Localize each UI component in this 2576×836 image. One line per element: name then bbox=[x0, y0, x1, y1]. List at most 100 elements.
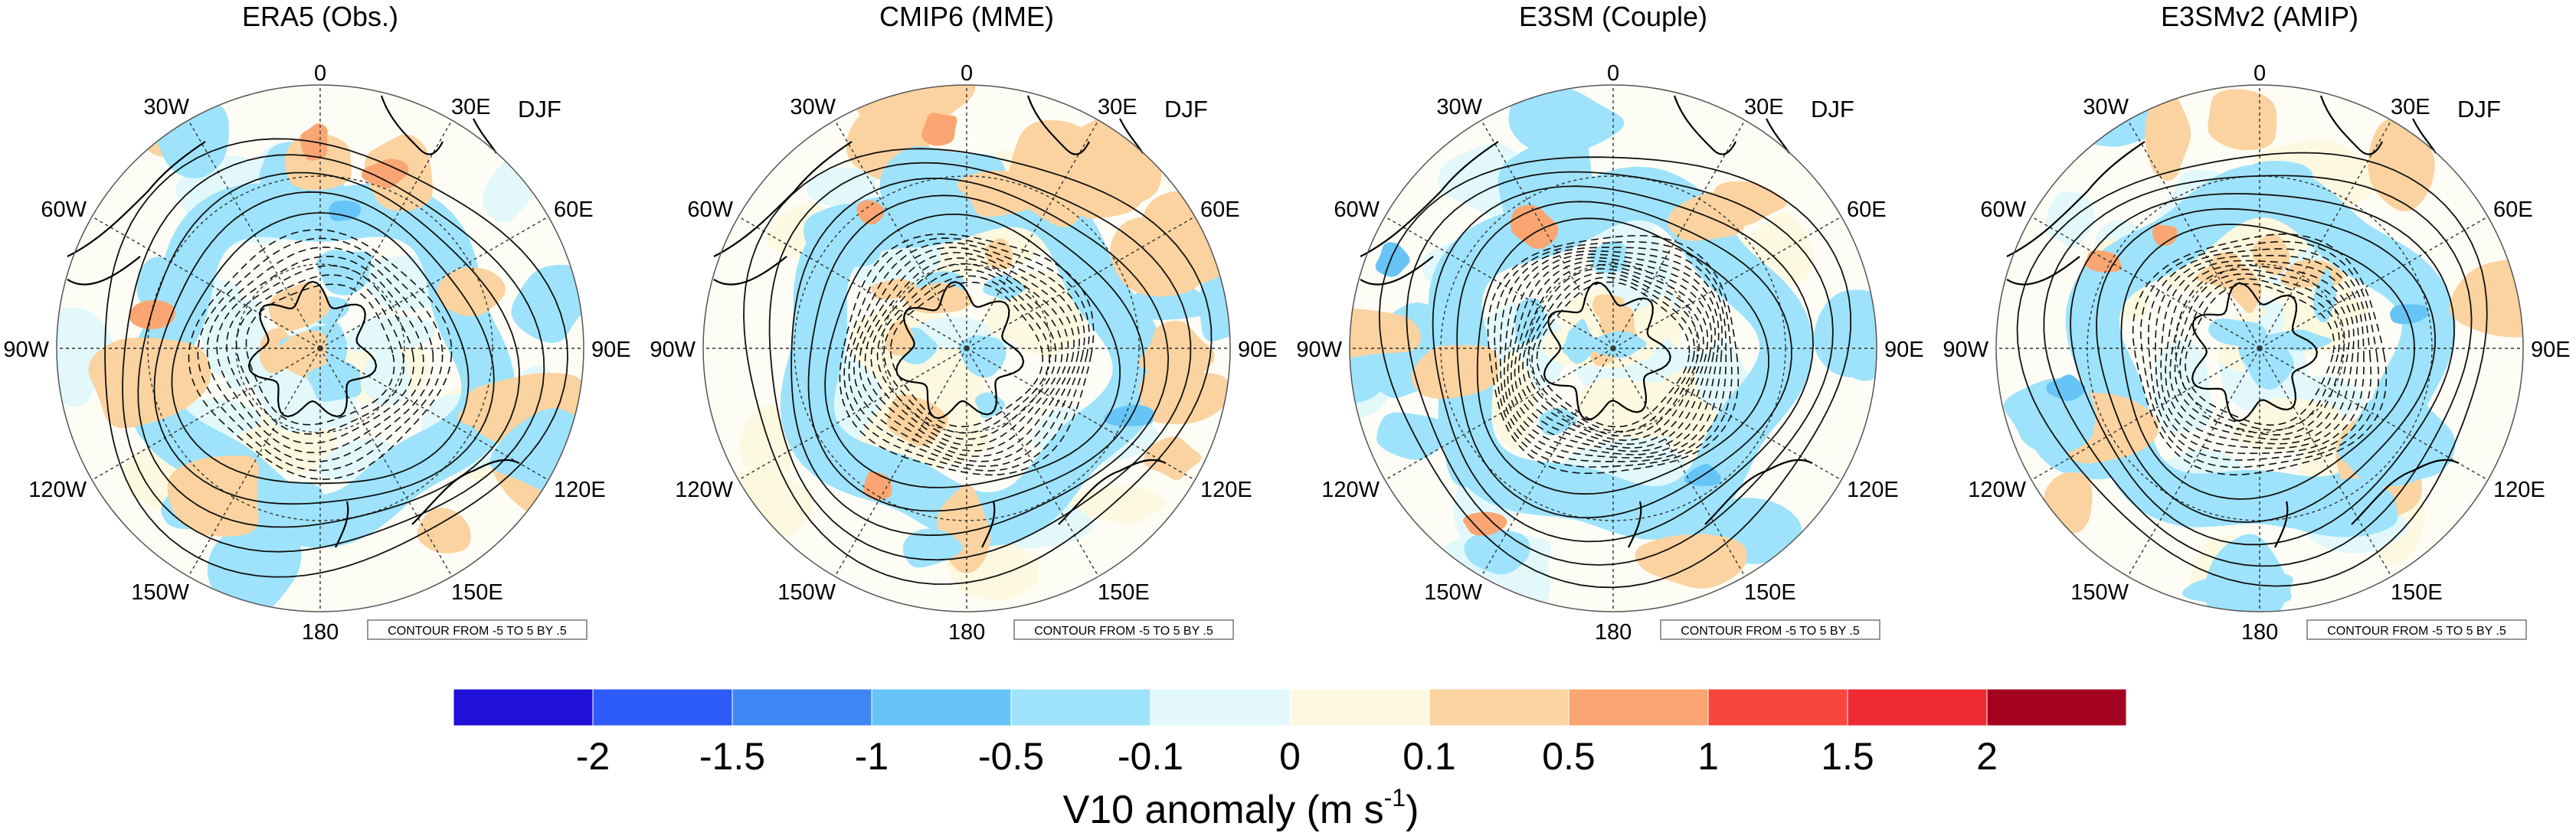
season-label-4: DJF bbox=[2457, 96, 2501, 122]
longitude-label: 30W bbox=[790, 95, 836, 119]
longitude-label: 120E bbox=[2493, 478, 2545, 502]
contour-note-text-2: CONTOUR FROM -5 TO 5 BY .5 bbox=[1034, 625, 1213, 638]
longitude-label: 0 bbox=[961, 61, 973, 86]
anomaly-patch bbox=[279, 330, 327, 378]
map-disc: 0 30E 60E 90E 120E 150E 180 150W 120W 90W 60W 30W bbox=[1296, 61, 1923, 645]
meridian-line bbox=[2259, 216, 2489, 349]
longitude-label: 120W bbox=[1321, 478, 1380, 502]
anomaly-patch bbox=[902, 528, 963, 568]
longitude-label: 30E bbox=[451, 95, 491, 119]
coastline bbox=[981, 501, 996, 548]
coastline bbox=[2351, 459, 2460, 525]
longitude-label: 180 bbox=[1595, 620, 1632, 645]
antarctica-outline bbox=[2191, 282, 2319, 422]
anomaly-patch bbox=[2252, 233, 2290, 276]
latitude-circle bbox=[882, 263, 1052, 433]
longitude-label: 30W bbox=[1436, 95, 1482, 119]
longitude-label: 120W bbox=[1968, 478, 2026, 502]
anomaly-patch bbox=[1138, 320, 1215, 378]
meridian-line bbox=[319, 216, 549, 349]
longitude-label: 60W bbox=[687, 198, 733, 222]
anomaly-patch bbox=[1464, 530, 1530, 575]
positive-contour bbox=[2120, 224, 2416, 500]
meridian-line bbox=[319, 348, 453, 577]
anomaly-patch bbox=[437, 267, 506, 316]
meridian-line bbox=[2031, 348, 2260, 481]
anomaly-patch bbox=[739, 404, 792, 478]
longitude-label: 120E bbox=[1200, 478, 1252, 502]
anomaly-patch bbox=[1068, 485, 1165, 524]
strong-anomaly-patch bbox=[856, 200, 885, 225]
contour-note-1: CONTOUR FROM -5 TO 5 BY .5 bbox=[367, 619, 588, 640]
meridian-line bbox=[188, 348, 321, 577]
longitude-label: 60W bbox=[1980, 198, 2026, 222]
negative-contour bbox=[2132, 233, 2388, 476]
meridian-line bbox=[319, 348, 549, 481]
longitude-label: 90E bbox=[1884, 338, 1924, 362]
negative-contour bbox=[1487, 234, 1740, 475]
positive-contour bbox=[824, 213, 1121, 488]
anomaly-patch bbox=[957, 171, 1071, 217]
anomaly-patch bbox=[903, 282, 973, 314]
negative-contour bbox=[2165, 264, 2355, 445]
longitude-label: 150E bbox=[451, 580, 503, 605]
positive-contour bbox=[2043, 175, 2473, 567]
negative-contour bbox=[2147, 248, 2372, 461]
colorbar-tick-labels: -2 -1.5 -1 -0.5 -0.1 0 0.1 0.5 1 1.5 2 bbox=[576, 735, 1998, 778]
map-border bbox=[1995, 84, 2524, 612]
longitude-label: 30E bbox=[2391, 95, 2430, 119]
coastline bbox=[1360, 141, 1499, 257]
colorbar-box bbox=[732, 688, 872, 727]
meridian-line bbox=[1481, 119, 1614, 349]
colorbar-tick-label: -0.5 bbox=[978, 735, 1044, 778]
longitude-label: 60E bbox=[1200, 198, 1240, 222]
positive-contour bbox=[1406, 171, 1834, 566]
negative-contour bbox=[848, 242, 1085, 467]
longitude-label: 30W bbox=[143, 95, 189, 119]
strong-anomaly-patch bbox=[1463, 511, 1507, 536]
positive-contour bbox=[1432, 185, 1815, 543]
negative-contour bbox=[235, 274, 405, 435]
anomaly-patch bbox=[1411, 345, 1499, 399]
coastline bbox=[713, 256, 787, 286]
strong-anomaly-patch bbox=[2046, 374, 2087, 401]
longitude-label: 150W bbox=[777, 580, 836, 605]
negative-contour bbox=[1503, 250, 1723, 459]
longitude-label: 90W bbox=[3, 338, 49, 362]
negative-contour bbox=[1531, 276, 1695, 433]
negative-contour bbox=[859, 252, 1075, 457]
map-panel-1: ERA5 (Obs.) 0 30E 60E 90E 120E 150E 180 150W 120… bbox=[3, 1, 630, 645]
longitude-label: 180 bbox=[948, 620, 985, 645]
negative-contour bbox=[876, 269, 1057, 440]
positive-contour bbox=[2096, 207, 2437, 524]
positive-contour bbox=[104, 138, 569, 578]
negative-contour bbox=[1514, 260, 1713, 449]
anomaly-patch bbox=[167, 455, 260, 537]
colorbar: -2 -1.5 -1 -0.5 -0.1 0 0.1 0.5 1 1.5 2 V10 anomaly… bbox=[453, 688, 2127, 832]
panel-title-4: E3SMv2 (AMIP) bbox=[2161, 1, 2358, 32]
strong-anomaly-patch bbox=[2390, 304, 2430, 325]
anomaly-patch bbox=[1376, 412, 1448, 460]
colorbar-tick-label: 1 bbox=[1697, 735, 1719, 778]
coastline bbox=[335, 501, 349, 548]
strong-anomaly-patch bbox=[1375, 242, 1410, 277]
negative-contour bbox=[883, 275, 1050, 434]
map-panel-3: E3SM (Couple) 0 30E 60E 90E 120E 150E 180 150W 1… bbox=[1296, 1, 1923, 645]
anomaly-patch bbox=[1350, 308, 1421, 358]
colorbar-boxes bbox=[453, 688, 2127, 727]
coastline bbox=[1058, 459, 1167, 525]
colorbar-tick-label: -1.5 bbox=[699, 735, 765, 778]
colorbar-title-suffix: ) bbox=[1406, 788, 1419, 832]
negative-contour bbox=[1507, 253, 1720, 456]
anomaly-patch bbox=[856, 85, 976, 145]
positive-contour bbox=[2016, 152, 2488, 587]
contours bbox=[2016, 152, 2488, 587]
coastline bbox=[1704, 459, 1813, 525]
longitude-label: 120E bbox=[554, 478, 606, 502]
longitude-label: 120W bbox=[675, 478, 733, 502]
negative-contour bbox=[870, 263, 1063, 446]
negative-contour bbox=[2139, 240, 2380, 469]
meridian-line bbox=[834, 348, 967, 577]
coastline bbox=[2319, 95, 2383, 155]
contours bbox=[743, 148, 1213, 585]
